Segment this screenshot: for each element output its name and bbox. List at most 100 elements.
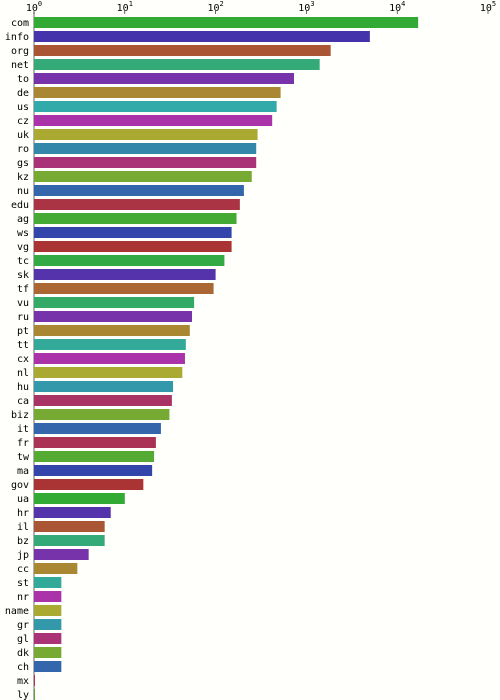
category-label-gs: gs (17, 158, 29, 169)
category-label-ca: ca (17, 396, 29, 407)
category-label-us: us (17, 102, 29, 113)
x-tick-label: 100 (26, 0, 42, 14)
category-label-tf: tf (17, 284, 29, 295)
bar-de (34, 87, 281, 98)
bar-to (34, 73, 294, 84)
bar-jp (34, 549, 89, 560)
bar-ru (34, 311, 193, 322)
category-label-de: de (17, 88, 29, 99)
bar-kz (34, 171, 252, 182)
category-label-it: it (17, 424, 29, 435)
bar-nl (34, 367, 183, 378)
category-label-st: st (17, 578, 29, 589)
bar-gr (34, 619, 62, 630)
bar-biz (34, 409, 170, 420)
category-label-ua: ua (17, 494, 29, 505)
bar-org (34, 45, 331, 56)
bar-gl (34, 633, 62, 644)
category-label-hu: hu (17, 382, 29, 393)
bar-hu (34, 381, 174, 392)
bar-tf (34, 283, 214, 294)
bar-nr (34, 591, 62, 602)
category-label-kz: kz (17, 172, 29, 183)
bar-tc (34, 255, 225, 266)
bars (34, 17, 419, 700)
bar-dk (34, 647, 62, 658)
bar-ua (34, 493, 125, 504)
bar-mx (34, 675, 35, 686)
category-label-vu: vu (17, 298, 29, 309)
category-label-com: com (11, 18, 29, 29)
category-label-jp: jp (17, 550, 29, 561)
category-label-nr: nr (17, 592, 29, 603)
bar-cz (34, 115, 273, 126)
bar-info (34, 31, 370, 42)
bar-nu (34, 185, 244, 196)
bar-bz (34, 535, 105, 546)
bar-pt (34, 325, 190, 336)
category-label-cx: cx (17, 354, 29, 365)
bar-it (34, 423, 161, 434)
category-label-vg: vg (17, 242, 29, 253)
bar-ag (34, 213, 237, 224)
category-label-name: name (5, 606, 29, 617)
bar-cc (34, 563, 78, 574)
category-label-bz: bz (17, 536, 29, 547)
bar-us (34, 101, 277, 112)
x-tick-label: 102 (207, 0, 223, 14)
bar-hr (34, 507, 111, 518)
bar-name (34, 605, 62, 616)
category-label-hr: hr (17, 508, 29, 519)
bar-tw (34, 451, 155, 462)
bar-fr (34, 437, 156, 448)
bar-ca (34, 395, 172, 406)
x-tick-label: 105 (480, 0, 496, 14)
category-label-org: org (11, 46, 29, 57)
bar-gov (34, 479, 144, 490)
category-label-ag: ag (17, 214, 29, 225)
bar-ly (34, 689, 35, 700)
category-label-edu: edu (11, 200, 29, 211)
x-tick-label: 103 (298, 0, 314, 14)
category-label-ch: ch (17, 662, 29, 673)
category-label-gr: gr (17, 620, 29, 631)
category-label-net: net (11, 60, 29, 71)
category-label-to: to (17, 74, 29, 85)
category-label-info: info (5, 32, 29, 43)
bar-cx (34, 353, 185, 364)
category-label-ro: ro (17, 144, 29, 155)
category-label-tc: tc (17, 256, 29, 267)
bar-uk (34, 129, 258, 140)
category-label-dk: dk (17, 648, 29, 659)
bar-ch (34, 661, 62, 672)
category-label-ru: ru (17, 312, 29, 323)
bar-tt (34, 339, 186, 350)
category-label-ws: ws (17, 228, 29, 239)
category-label-nl: nl (17, 368, 29, 379)
category-label-nu: nu (17, 186, 29, 197)
category-label-biz: biz (11, 410, 29, 421)
category-label-tt: tt (17, 340, 29, 351)
bar-ro (34, 143, 257, 154)
category-labels: com info org net to de us cz uk ro gs kz nu edu ag ws vg… (5, 18, 30, 700)
x-tick-label: 101 (117, 0, 133, 14)
category-label-sk: sk (17, 270, 29, 281)
bar-il (34, 521, 105, 532)
x-tick-label: 104 (389, 0, 405, 14)
category-label-ly: ly (17, 690, 29, 700)
category-label-fr: fr (17, 438, 29, 449)
bar-edu (34, 199, 240, 210)
bar-vg (34, 241, 232, 252)
bar-ma (34, 465, 153, 476)
category-label-cz: cz (17, 116, 29, 127)
category-label-tw: tw (17, 452, 30, 463)
category-label-uk: uk (17, 130, 29, 141)
bar-gs (34, 157, 257, 168)
category-label-gl: gl (17, 634, 29, 645)
bar-vu (34, 297, 195, 308)
category-label-gov: gov (11, 480, 29, 491)
category-label-ma: ma (17, 466, 29, 477)
category-label-il: il (17, 522, 29, 533)
bar-net (34, 59, 320, 70)
